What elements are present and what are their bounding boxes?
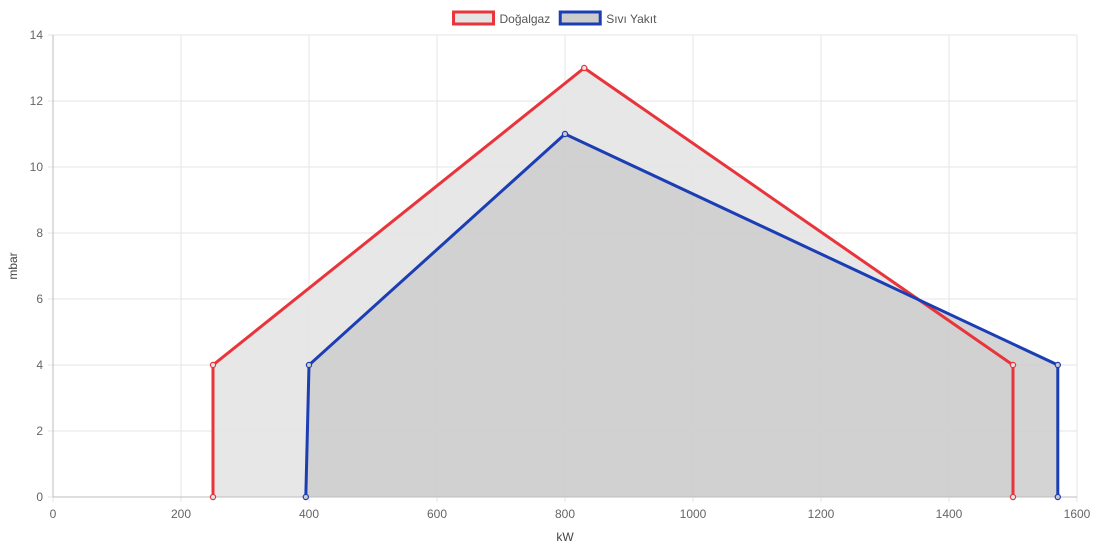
legend-label: Sıvı Yakıt — [606, 12, 657, 26]
series-2-point[interactable] — [1054, 493, 1062, 501]
y-tick-label: 10 — [30, 160, 44, 174]
series-2-point[interactable] — [302, 493, 309, 501]
y-tick-label: 4 — [36, 358, 43, 372]
series-1-point[interactable] — [1009, 361, 1017, 369]
axes: 0 200 400 600 800 1000 1200 1400 1600 0 2 4 6 8 10 12 14 — [30, 28, 1091, 521]
series-1-point[interactable] — [209, 493, 217, 501]
series-2-area — [305, 134, 1058, 497]
series-areas — [213, 68, 1058, 497]
legend-item-2[interactable]: Sıvı Yakıt — [558, 10, 657, 26]
x-tick-label: 800 — [555, 507, 575, 521]
y-tick-label: 6 — [36, 292, 43, 306]
y-tick-label: 0 — [36, 490, 43, 504]
series-2-point[interactable] — [305, 361, 313, 369]
x-tick-label: 600 — [427, 507, 447, 521]
series-points — [209, 64, 1062, 501]
x-tick-label: 1000 — [680, 507, 707, 521]
series-1-point[interactable] — [209, 361, 217, 369]
legend-label: Doğalgaz — [500, 12, 551, 26]
y-tick-label: 12 — [30, 94, 44, 108]
series-1-point[interactable] — [581, 64, 588, 72]
series-2-point[interactable] — [561, 130, 569, 138]
x-tick-label: 200 — [171, 507, 191, 521]
x-tick-label: 1200 — [808, 507, 835, 521]
x-tick-label: 400 — [299, 507, 319, 521]
legend-item-1[interactable]: Doğalgaz — [452, 10, 551, 26]
y-tick-label: 2 — [36, 424, 43, 438]
legend: Doğalgaz Sıvı Yakıt — [452, 10, 657, 26]
series-1-point[interactable] — [1009, 493, 1017, 501]
x-tick-label: 1600 — [1064, 507, 1091, 521]
y-axis-title: mbar — [6, 252, 20, 279]
x-axis-title: kW — [556, 530, 574, 544]
series-2-point[interactable] — [1054, 361, 1062, 369]
x-tick-label: 0 — [50, 507, 57, 521]
y-tick-label: 14 — [30, 28, 44, 42]
legend-swatch — [558, 10, 602, 26]
y-tick-label: 8 — [36, 226, 43, 240]
legend-swatch — [452, 10, 496, 26]
x-tick-label: 1400 — [936, 507, 963, 521]
